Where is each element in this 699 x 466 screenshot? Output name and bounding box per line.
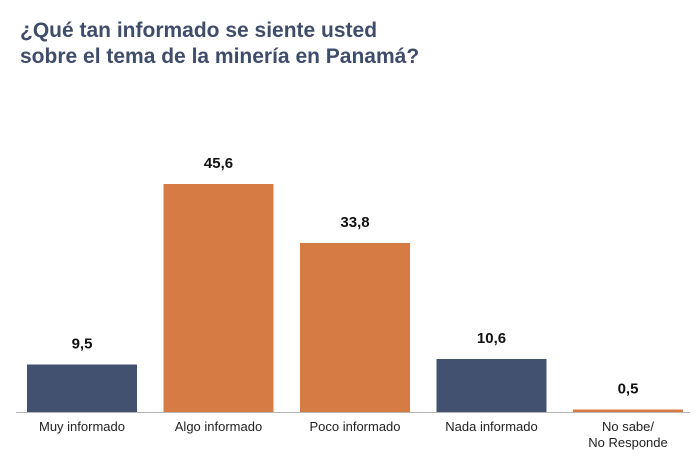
x-tick-label: Poco informado <box>309 419 400 434</box>
data-label: 45,6 <box>204 155 233 172</box>
bar <box>300 243 410 412</box>
bar <box>436 359 547 412</box>
chart-title-line-1: ¿Qué tan informado se siente usted <box>20 19 378 42</box>
data-label: 0,5 <box>618 381 639 398</box>
bar <box>163 184 274 412</box>
chart-title: ¿Qué tan informado se siente usted sobre… <box>20 18 419 70</box>
bar <box>27 364 137 412</box>
data-label: 10,6 <box>477 330 506 347</box>
chart-title-line-2: sobre el tema de la minería en Panamá? <box>20 45 420 68</box>
x-tick-label: No sabe/ <box>602 419 654 434</box>
x-tick-label: Muy informado <box>39 419 125 434</box>
data-label: 9,5 <box>72 336 93 353</box>
x-tick-label: Algo informado <box>175 419 262 434</box>
data-label: 33,8 <box>340 214 369 231</box>
x-tick-label: No Responde <box>588 435 668 450</box>
x-tick-label: Nada informado <box>445 419 538 434</box>
bar <box>573 409 683 412</box>
